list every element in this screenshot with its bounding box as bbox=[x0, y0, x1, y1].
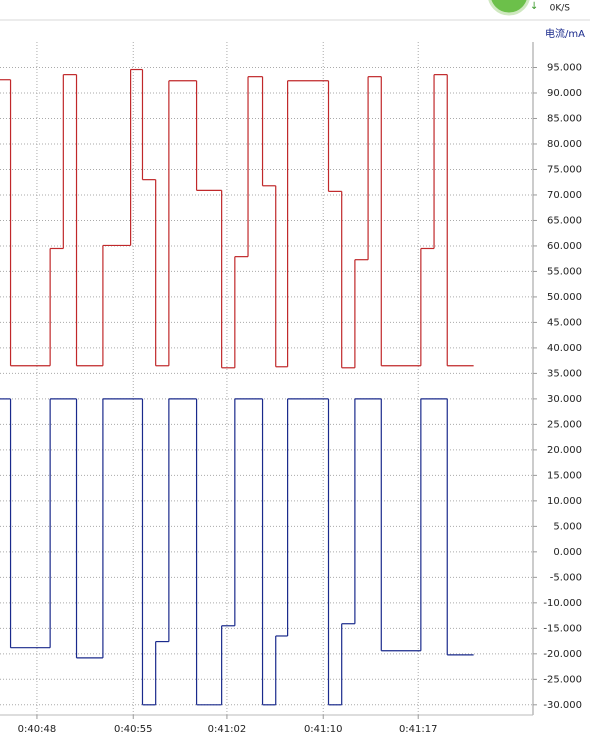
status-arrow: ↓ bbox=[530, 1, 538, 12]
y-tick-label: 70.000 bbox=[547, 190, 582, 201]
y-tick-label: 55.000 bbox=[547, 266, 582, 277]
y-tick-label: 65.000 bbox=[547, 215, 582, 226]
x-tick-label: 0:41:02 bbox=[208, 724, 247, 735]
y-tick-label: 10.000 bbox=[547, 496, 582, 507]
y-tick-label: 85.000 bbox=[547, 113, 582, 124]
y-tick-label: -15.000 bbox=[543, 623, 582, 634]
y-tick-label: 30.000 bbox=[547, 394, 582, 405]
y-tick-label: -5.000 bbox=[550, 572, 582, 583]
status-bubble bbox=[488, 0, 530, 16]
y-tick-label: 95.000 bbox=[547, 62, 582, 73]
y-tick-label: 40.000 bbox=[547, 343, 582, 354]
y-tick-label: 90.000 bbox=[547, 88, 582, 99]
y-tick-label: -25.000 bbox=[543, 674, 582, 685]
y-axis-title: 电流/mA bbox=[545, 27, 585, 40]
y-tick-label: 75.000 bbox=[547, 164, 582, 175]
y-tick-label: 25.000 bbox=[547, 419, 582, 430]
y-tick-label: -20.000 bbox=[543, 649, 582, 660]
y-tick-label: 20.000 bbox=[547, 445, 582, 456]
x-tick-label: 0:40:55 bbox=[114, 724, 153, 735]
y-tick-label: 80.000 bbox=[547, 139, 582, 150]
y-tick-label: 5.000 bbox=[553, 521, 582, 532]
status-text: 0K/S bbox=[550, 4, 571, 14]
y-tick-label: 35.000 bbox=[547, 368, 582, 379]
y-tick-label: -10.000 bbox=[543, 598, 582, 609]
x-tick-label: 0:41:10 bbox=[304, 724, 343, 735]
y-tick-label: -30.000 bbox=[543, 700, 582, 711]
y-tick-label: 50.000 bbox=[547, 292, 582, 303]
x-tick-label: 0:40:48 bbox=[18, 724, 57, 735]
y-tick-label: 60.000 bbox=[547, 241, 582, 252]
y-tick-label: 15.000 bbox=[547, 470, 582, 481]
x-tick-label: 0:41:17 bbox=[399, 724, 438, 735]
y-tick-label: 45.000 bbox=[547, 317, 582, 328]
y-tick-label: 0.000 bbox=[553, 547, 582, 558]
